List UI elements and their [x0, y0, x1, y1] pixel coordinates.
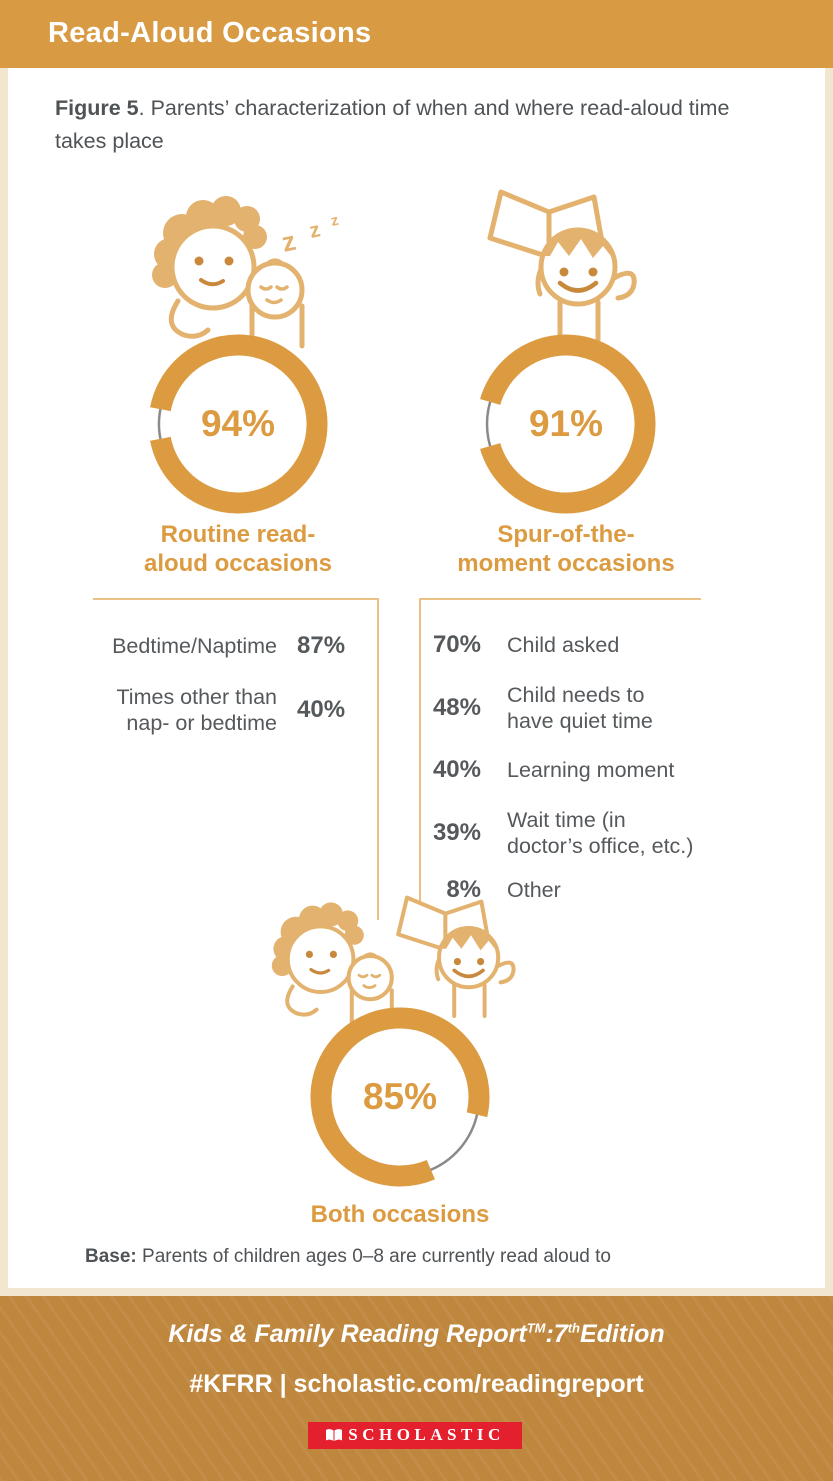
content-panel: Figure 5. Parents’ characterization of w… — [8, 68, 825, 1288]
footer-tagline: #KFRR | scholastic.com/readingreport — [189, 1370, 644, 1398]
figure-caption-text: . Parents’ characterization of when and … — [55, 96, 730, 153]
item-value: 40% — [432, 756, 481, 783]
donut-ring-both — [310, 1007, 490, 1187]
routine-list-right-rule — [377, 598, 379, 920]
base-note-text: Parents of children ages 0–8 are current… — [136, 1246, 611, 1267]
item-label: Wait time (in doctor’s office, etc.) — [507, 808, 694, 858]
list-item: Times other than nap- or bedtime 40% — [93, 682, 355, 738]
donut-label-spur: Spur-of-the- moment occasions — [457, 521, 675, 577]
item-label: Times other than nap- or bedtime — [116, 685, 277, 735]
donut-chart-both: 85% — [305, 1002, 495, 1192]
item-value: 48% — [432, 694, 481, 721]
donut-value-routine: 94% — [200, 403, 276, 444]
report-title: Kids & Family Reading ReportTM:7thEditio… — [168, 1320, 665, 1348]
list-item: 39% Wait time (in doctor’s office, etc.) — [419, 805, 709, 861]
scholastic-logo: SCHOLASTIC — [308, 1422, 522, 1449]
item-label: Child asked — [507, 633, 620, 657]
item-value: 8% — [446, 876, 481, 903]
list-item: 40% Learning moment — [419, 750, 709, 790]
donut-chart-routine: 94% — [143, 329, 333, 519]
donut-ring-routine — [150, 334, 328, 514]
svg-text:z: z — [279, 226, 298, 258]
open-book-icon — [326, 1429, 343, 1441]
item-value: 39% — [432, 819, 481, 846]
routine-list-top-rule — [93, 598, 377, 600]
item-value: 40% — [297, 696, 346, 723]
donut-label-routine: Routine read- aloud occasions — [143, 521, 333, 577]
svg-text:z: z — [307, 218, 322, 243]
ordinal-superscript: th — [567, 1320, 580, 1336]
donut-ring-spur — [480, 334, 656, 514]
item-value: 87% — [297, 632, 346, 659]
spur-list-left-rule — [419, 598, 421, 940]
figure-caption: Figure 5. Parents’ characterization of w… — [55, 92, 765, 158]
list-item: Bedtime/Naptime 87% — [93, 626, 355, 666]
base-note-label: Base: — [85, 1246, 137, 1267]
item-label: Other — [507, 878, 561, 902]
figure-number: Figure 5 — [55, 96, 139, 120]
footer-bar: Kids & Family Reading ReportTM:7thEditio… — [0, 1296, 833, 1481]
list-item: 48% Child needs to have quiet time — [419, 680, 709, 736]
item-label: Learning moment — [507, 758, 675, 782]
item-label: Bedtime/Naptime — [112, 634, 277, 658]
trademark-superscript: TM — [526, 1320, 546, 1336]
parent-baby-illustration: z z z — [136, 188, 340, 350]
page-title: Read-Aloud Occasions — [48, 17, 372, 49]
scholastic-wordmark: SCHOLASTIC — [348, 1424, 505, 1444]
base-note: Base: Parents of children ages 0–8 are c… — [85, 1246, 611, 1268]
donut-value-both: 85% — [362, 1076, 438, 1117]
list-item: 70% Child asked — [419, 625, 709, 665]
list-item: 8% Other — [419, 870, 709, 910]
title-bar: Read-Aloud Occasions — [0, 0, 833, 68]
donut-value-spur: 91% — [528, 403, 604, 444]
svg-text:z: z — [329, 212, 340, 230]
donut-chart-spur: 91% — [471, 329, 661, 519]
donut-label-both: Both occasions — [310, 1201, 490, 1228]
kid-book-illustration — [456, 180, 666, 346]
item-value: 70% — [432, 631, 481, 658]
spur-list-top-rule — [419, 598, 701, 600]
item-label: Child needs to have quiet time — [507, 683, 653, 733]
